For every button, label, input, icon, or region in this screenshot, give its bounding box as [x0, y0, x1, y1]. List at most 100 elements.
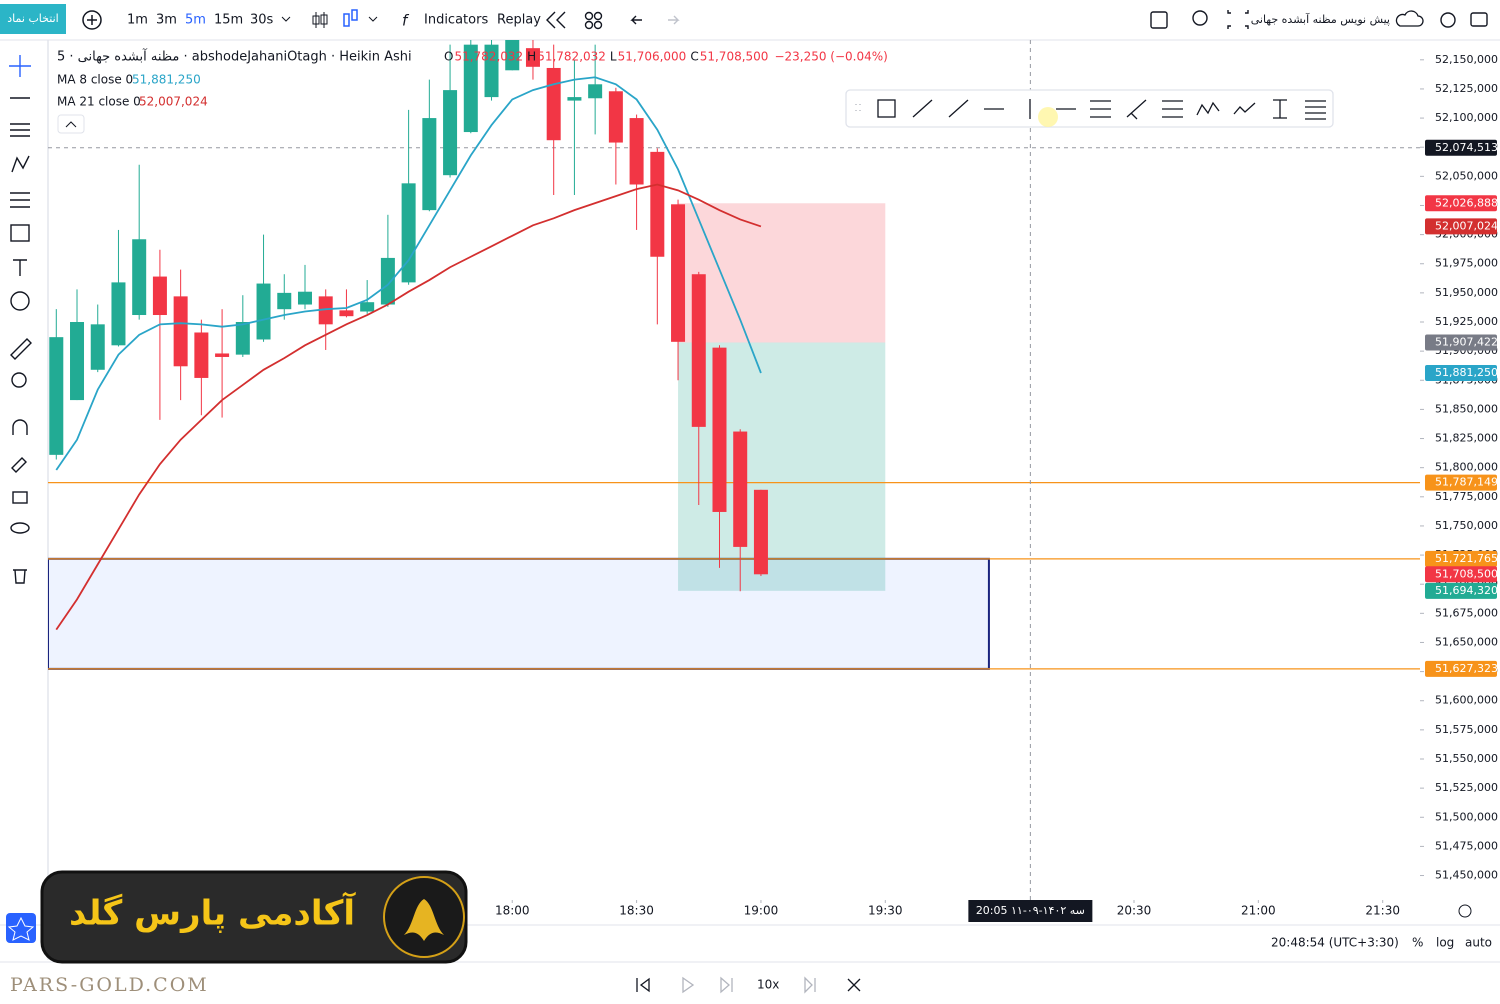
replay-end[interactable] — [804, 976, 816, 994]
draw-line[interactable] — [912, 99, 933, 118]
replay-button[interactable]: Replay — [497, 13, 541, 28]
draw-channel[interactable] — [1090, 100, 1111, 118]
draw-fib[interactable] — [1162, 100, 1183, 118]
candle-body — [235, 322, 250, 355]
y-tick-label: 52,100,000 — [1435, 111, 1498, 124]
position-tag-label: 51,694,320 — [1435, 584, 1498, 597]
pattern-tool[interactable] — [11, 155, 30, 173]
undo-icon[interactable] — [630, 15, 642, 25]
indicators-button[interactable]: Indicators — [424, 13, 488, 28]
replay-step[interactable] — [720, 976, 733, 994]
fib-tool[interactable] — [10, 123, 30, 137]
stop-zone — [678, 203, 886, 343]
camera-icon[interactable] — [1470, 12, 1488, 27]
magnet-tool[interactable] — [12, 419, 28, 435]
candle-body — [691, 274, 706, 427]
ohlc-key: O — [444, 50, 453, 64]
percent-toggle[interactable]: % — [1412, 936, 1423, 950]
symbol-button[interactable] — [0, 4, 66, 34]
hline-tag — [1425, 550, 1497, 567]
crosshair-tag-label: 52,074,513 — [1435, 141, 1498, 154]
crosshair-time-label: سه ۱۴۰۲-۰۹-۱۱ 20:05 — [976, 904, 1085, 917]
draw-range[interactable] — [1273, 99, 1287, 119]
chevron[interactable] — [368, 16, 378, 22]
interval-active[interactable]: 5m — [185, 13, 206, 28]
projection-tool[interactable] — [10, 192, 30, 208]
cursor-highlight — [1038, 107, 1058, 127]
favorite-button[interactable] — [6, 913, 36, 943]
ohlc-value: 51,782,032 — [454, 50, 523, 64]
y-tick-label: 51,975,000 — [1435, 257, 1498, 270]
candles-icon[interactable] — [343, 9, 358, 27]
interval[interactable]: 30s — [250, 13, 274, 28]
symbol-button-label[interactable]: انتخاب نماد — [7, 12, 58, 25]
draw-pitchfork[interactable] — [1126, 99, 1147, 120]
interval[interactable]: 1m — [127, 13, 148, 28]
ma-tag-label: 52,007,024 — [1435, 219, 1498, 232]
draw-path[interactable] — [1233, 102, 1256, 115]
window-icon[interactable] — [1150, 11, 1168, 29]
ma-tag — [1425, 218, 1497, 235]
candle-body — [484, 44, 499, 98]
hline-tag — [1425, 474, 1497, 491]
search-icon[interactable] — [1192, 10, 1208, 26]
ma-legend-value: 52,007,024 — [139, 95, 208, 109]
lock-draw-tool[interactable] — [11, 457, 27, 473]
y-tick-label: 51,475,000 — [1435, 839, 1498, 852]
replay-start[interactable] — [636, 977, 650, 993]
measure-tool[interactable] — [10, 338, 32, 360]
candle-body — [90, 324, 105, 370]
ma-legend-value: 51,881,250 — [132, 73, 201, 87]
x-tick-label: 19:30 — [868, 904, 903, 918]
chevron[interactable] — [281, 16, 291, 22]
bars-icon[interactable] — [312, 12, 328, 28]
candle-body — [608, 91, 623, 143]
y-tick-label: 51,925,000 — [1435, 315, 1498, 328]
text-tool[interactable] — [13, 259, 27, 276]
plot-area — [48, 40, 1420, 900]
interval[interactable]: 15m — [214, 13, 243, 28]
interval[interactable]: 3m — [156, 13, 177, 28]
candle-body — [297, 291, 312, 305]
draw-more[interactable] — [1305, 100, 1326, 120]
replay-close[interactable] — [847, 978, 861, 992]
auto-toggle[interactable]: auto — [1465, 936, 1492, 950]
collapse-button[interactable] — [57, 114, 85, 134]
redo-icon[interactable] — [668, 15, 680, 25]
replay-speed[interactable]: 10x — [757, 978, 779, 992]
candle-body — [70, 322, 85, 401]
visibility-tool[interactable] — [10, 522, 30, 534]
log-toggle[interactable]: log — [1436, 936, 1454, 950]
settings-icon[interactable] — [1440, 12, 1456, 28]
layout-icon[interactable] — [584, 11, 603, 30]
fx-icon[interactable]: f — [402, 12, 410, 30]
replay-play[interactable] — [682, 976, 695, 994]
y-tick-label: 51,550,000 — [1435, 752, 1498, 765]
shape-tool[interactable] — [10, 224, 30, 242]
delete-tool[interactable] — [13, 569, 27, 584]
position-tag-label: 51,907,422 — [1435, 335, 1498, 348]
y-tick-label: 51,825,000 — [1435, 432, 1498, 445]
icon-tool[interactable] — [10, 291, 30, 311]
legend: مظنه آبشده جهانی · 5 · abshodeJahaniOtag… — [57, 48, 888, 134]
watermark-name: آکادمی پارس گلد — [69, 892, 356, 934]
crosshair-tool[interactable] — [9, 55, 31, 77]
draw-ray[interactable] — [948, 99, 969, 118]
fullscreen-icon[interactable] — [1227, 10, 1249, 29]
axis-settings[interactable] — [1458, 904, 1472, 918]
candle-body — [380, 257, 395, 305]
add-icon[interactable] — [82, 10, 102, 30]
x-tick-label: 18:30 — [619, 904, 654, 918]
y-tick-label: 52,050,000 — [1435, 169, 1498, 182]
crosshair-time-tag — [968, 900, 1093, 922]
draw-rect[interactable] — [877, 99, 896, 118]
star-icon — [7, 916, 35, 941]
candle-body — [629, 118, 644, 185]
lock-tool[interactable] — [12, 491, 28, 504]
candle-body — [152, 276, 167, 316]
cloud-icon[interactable] — [1395, 10, 1424, 27]
publish-label[interactable]: پیش نویس مظنه آبشده جهانی — [1251, 12, 1390, 26]
draw-pattern[interactable] — [1196, 101, 1220, 116]
zoom-tool[interactable] — [11, 372, 27, 388]
ma-tag — [1425, 364, 1497, 381]
